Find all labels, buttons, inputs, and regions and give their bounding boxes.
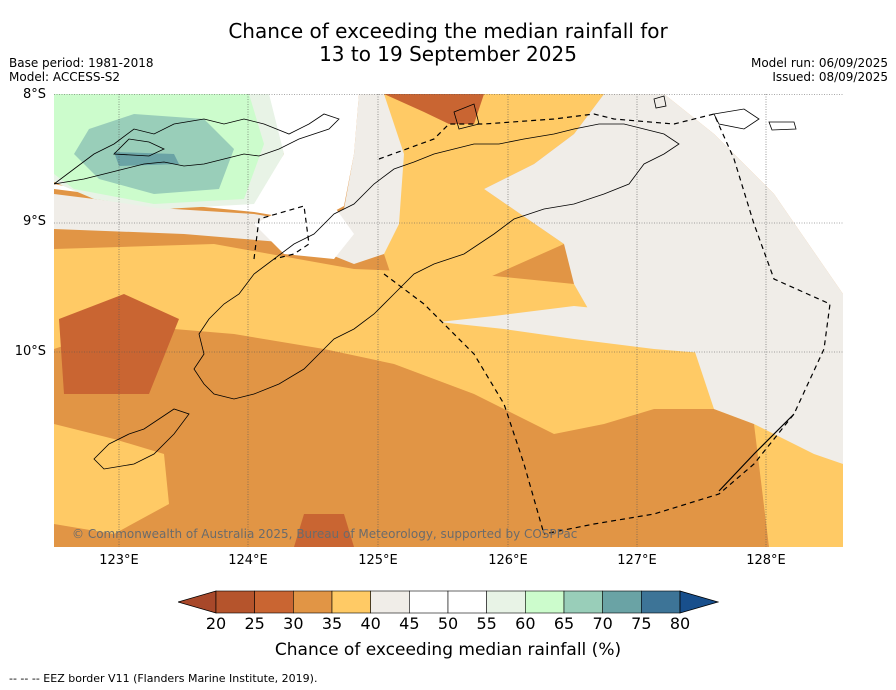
lon-label-126e: 126°E bbox=[488, 553, 528, 568]
coast-east-islet bbox=[768, 121, 797, 131]
colorbar-tick-label: 60 bbox=[515, 614, 536, 633]
eez-legend-footer: -- -- -- EEZ border V11 (Flanders Marine… bbox=[9, 672, 318, 685]
coast-wetar-islet bbox=[653, 95, 667, 109]
map-panel bbox=[54, 94, 843, 547]
zone-45-55-ne bbox=[664, 94, 843, 294]
colorbar-segment bbox=[409, 590, 449, 614]
colorbar-label: Chance of exceeding median rainfall (%) bbox=[274, 640, 622, 660]
zone-40-45-east bbox=[484, 94, 843, 464]
map-title-line1: Chance of exceeding the median rainfall … bbox=[228, 19, 668, 43]
lon-label-125e: 125°E bbox=[358, 553, 398, 568]
lon-label-128e: 128°E bbox=[746, 553, 786, 568]
lat-label-8s: 8°S bbox=[22, 87, 46, 102]
coast-islet bbox=[113, 138, 165, 157]
map-title: Chance of exceeding the median rainfall … bbox=[0, 20, 896, 66]
colorbar-tick-label: 55 bbox=[476, 614, 497, 633]
colorbar-tick-label: 25 bbox=[244, 614, 265, 633]
lat-label-10s: 10°S bbox=[14, 344, 46, 359]
zone-45-55-nw bbox=[54, 94, 359, 222]
colorbar-tick-label: 65 bbox=[553, 614, 575, 633]
colorbar-segment bbox=[215, 590, 255, 614]
map-title-line2: 13 to 19 September 2025 bbox=[319, 42, 577, 66]
lon-label-127e: 127°E bbox=[617, 553, 657, 568]
lat-label-9s: 9°S bbox=[22, 214, 46, 229]
zone-40-45-nw bbox=[54, 94, 404, 264]
eez-border-solid bbox=[718, 413, 795, 492]
colorbar-tick-label: 80 bbox=[669, 614, 691, 633]
colorbar-segment bbox=[293, 590, 333, 614]
copyright-notice: © Commonwealth of Australia 2025, Bureau… bbox=[72, 527, 578, 541]
meta-left: Base period: 1981-2018 Model: ACCESS-S2 bbox=[9, 56, 154, 84]
colorbar-segment bbox=[447, 590, 487, 614]
colorbar-tick-label: 45 bbox=[399, 614, 420, 633]
colorbar-segment bbox=[525, 590, 565, 614]
model-name: Model: ACCESS-S2 bbox=[9, 70, 121, 84]
colorbar-tick-label: 70 bbox=[592, 614, 613, 633]
zone-25-30-north bbox=[384, 94, 484, 124]
colorbar-segment bbox=[370, 590, 410, 614]
colorbar-segment bbox=[331, 590, 371, 614]
map-canvas bbox=[54, 94, 843, 547]
base-period: Base period: 1981-2018 bbox=[9, 56, 154, 70]
colorbar-segment bbox=[641, 590, 681, 614]
zone-40-45-inner bbox=[439, 306, 714, 354]
colorbar-tick-label: 35 bbox=[321, 614, 343, 633]
coast-timor bbox=[193, 123, 680, 400]
colorbar-tick-label: 75 bbox=[631, 614, 652, 633]
zone-35-40-sw bbox=[54, 424, 169, 534]
colorbar-segment bbox=[486, 590, 526, 614]
zone-25-30-south bbox=[294, 514, 354, 547]
colorbar-tick-label: 30 bbox=[283, 614, 304, 633]
colorbar-tick-label: 20 bbox=[205, 614, 227, 633]
zone-35-40-se bbox=[754, 424, 843, 547]
coast-flores bbox=[54, 113, 340, 185]
colorbar-high-arrow bbox=[679, 590, 719, 614]
colorbar-tick-label: 40 bbox=[360, 614, 381, 633]
issued-date: Issued: 08/09/2025 bbox=[772, 70, 888, 84]
lon-label-123e: 123°E bbox=[99, 553, 139, 568]
graticule bbox=[54, 94, 843, 547]
colorbar-low-arrow bbox=[178, 590, 217, 614]
colorbar bbox=[178, 590, 719, 614]
colorbar-tick-label: 50 bbox=[437, 614, 459, 633]
zone-35-40-north bbox=[359, 94, 604, 284]
colorbar-segments bbox=[215, 590, 681, 614]
meta-right: Model run: 06/09/2025 Issued: 08/09/2025 bbox=[751, 56, 888, 84]
model-run: Model run: 06/09/2025 bbox=[750, 56, 888, 70]
coast-rote bbox=[93, 408, 190, 470]
colorbar-segment bbox=[602, 590, 642, 614]
colorbar-segment bbox=[563, 590, 603, 614]
eez-border bbox=[253, 113, 831, 535]
coast-east-island bbox=[713, 108, 760, 130]
lon-label-124e: 124°E bbox=[228, 553, 268, 568]
colorbar-segment bbox=[254, 590, 294, 614]
